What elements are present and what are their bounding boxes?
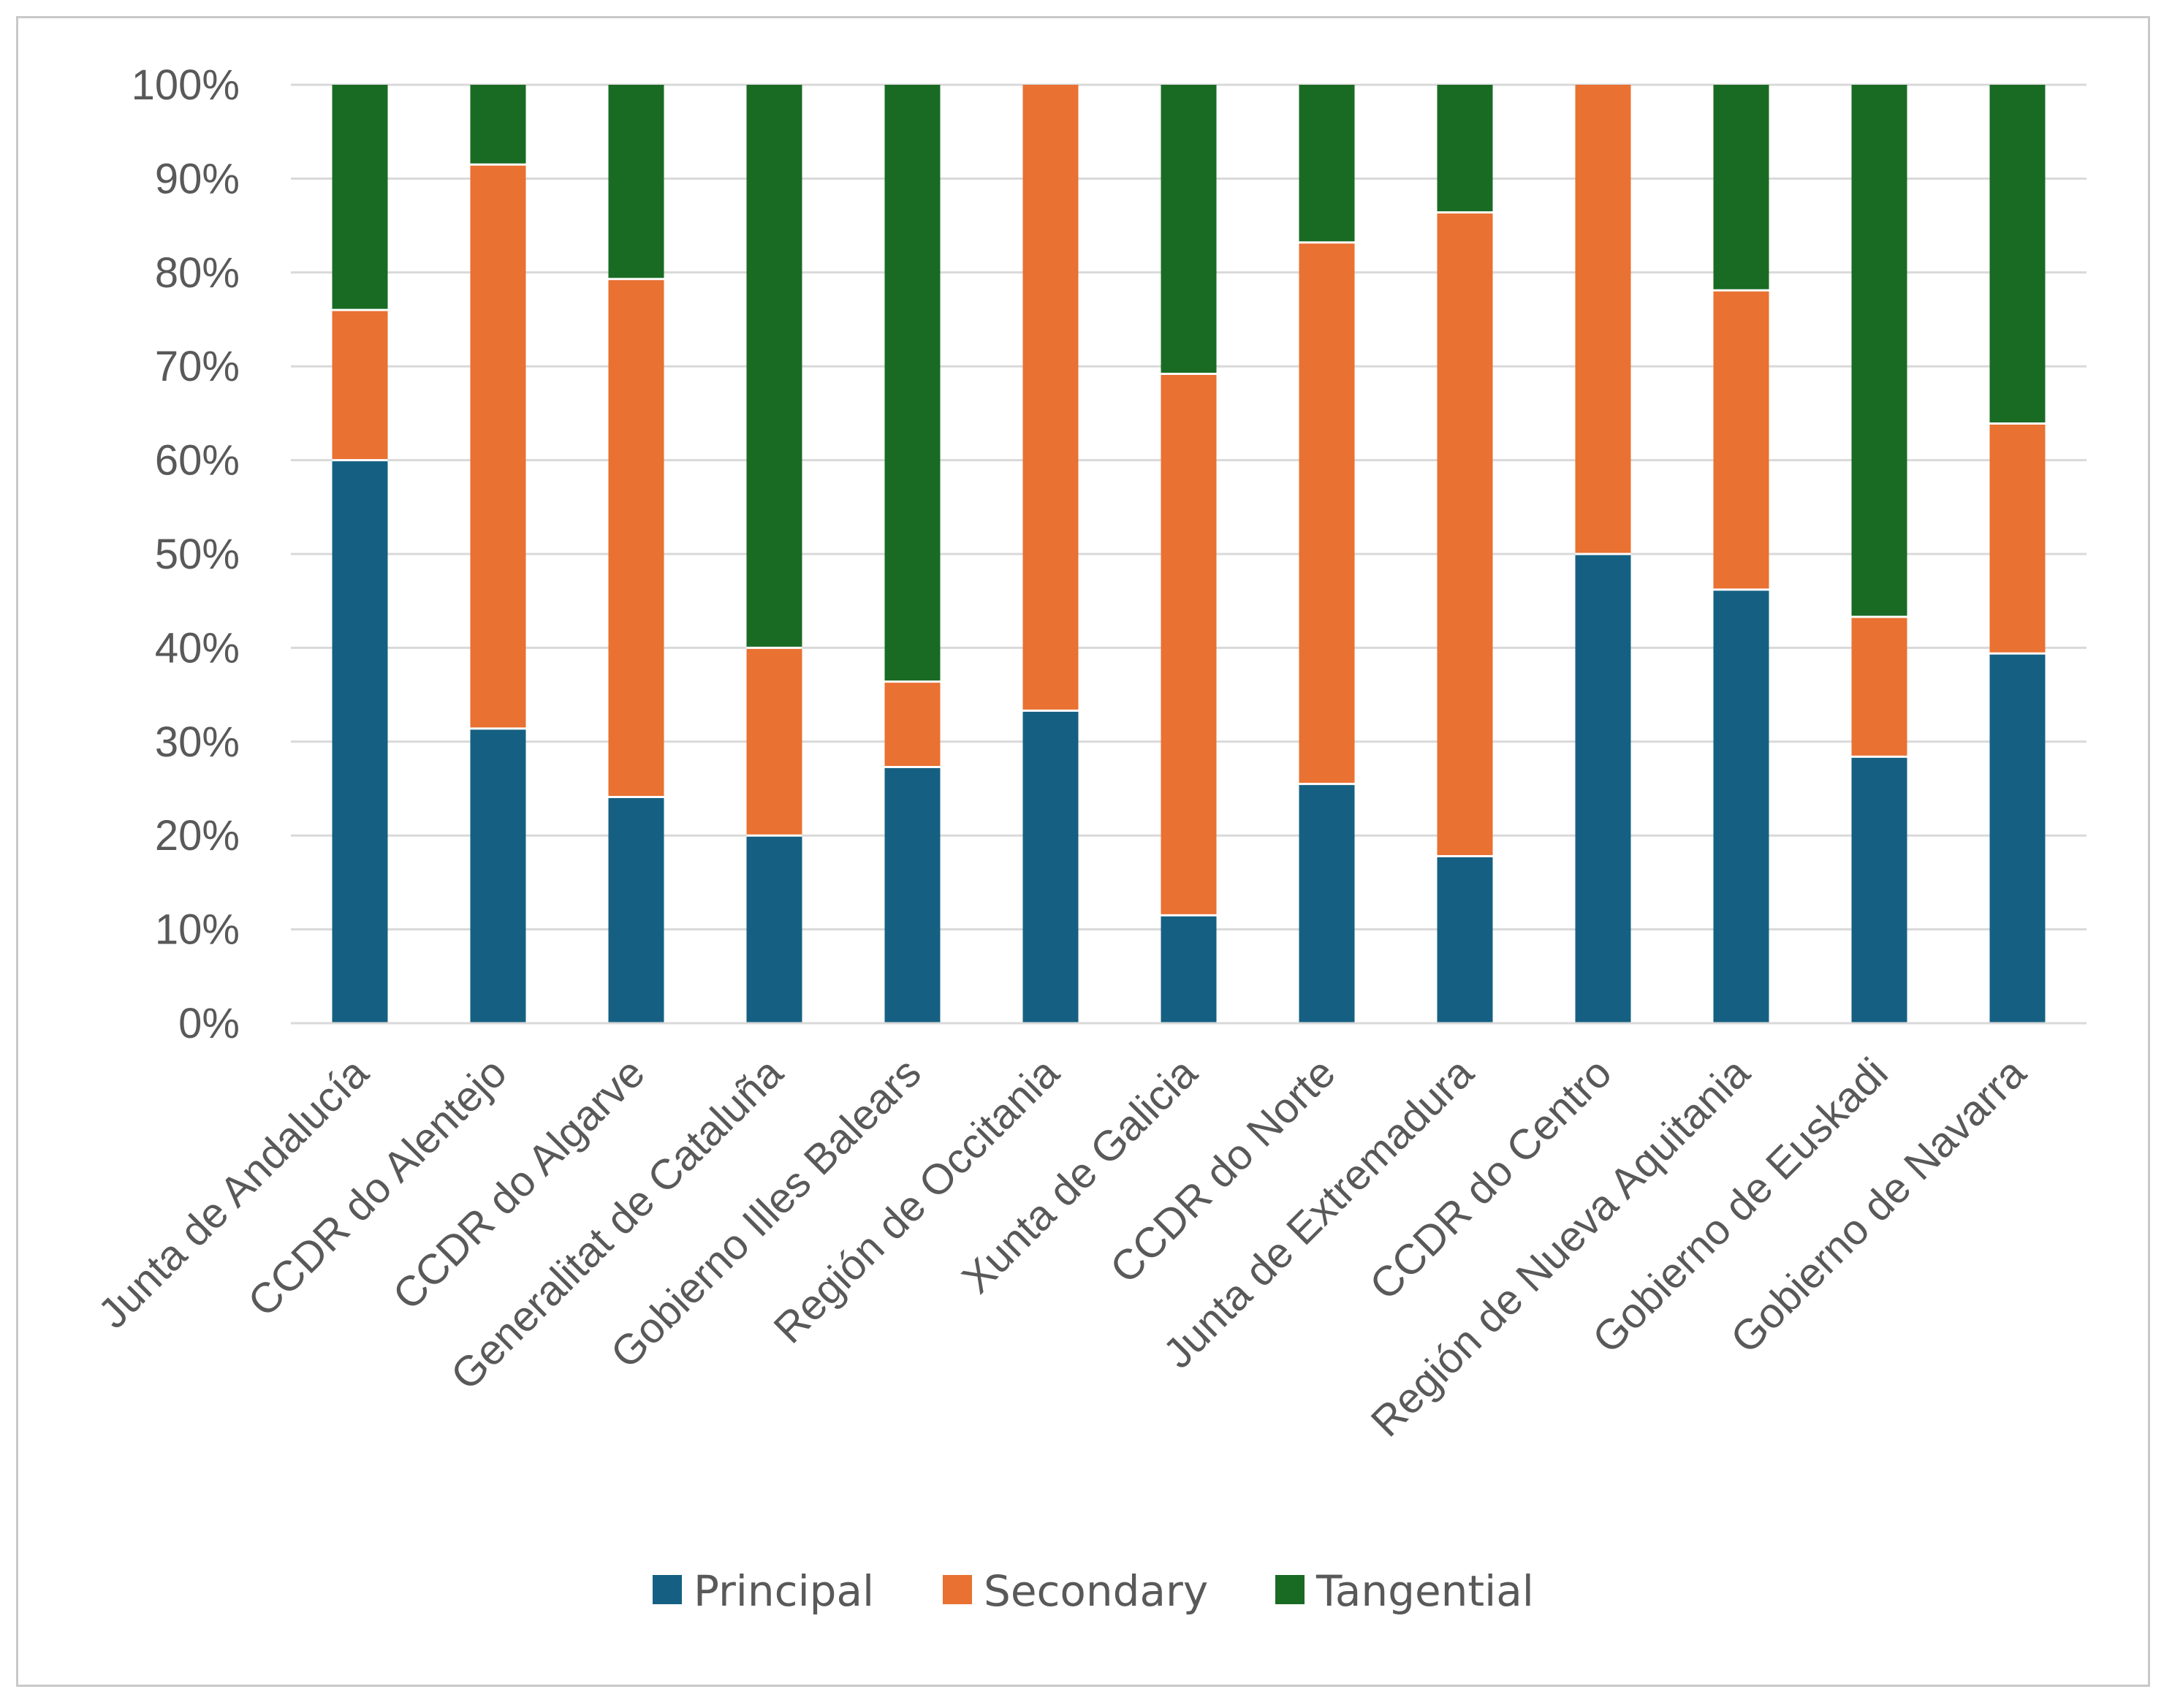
y-axis-tick-labels: 0% 10% 20% 30% 40% 50% 60% 70% 80% 90% 100% [132,61,240,1047]
bar-segment-secondary [1713,290,1769,590]
bars [332,85,2046,1023]
bar-segment-secondary [1022,85,1079,711]
y-tick-label: 60% [155,437,240,485]
bar-segment-secondary [1575,85,1631,554]
legend-swatch-secondary [943,1575,972,1604]
y-tick-label: 10% [155,906,240,954]
bar-segment-secondary [1437,212,1493,857]
y-tick-label: 0% [178,1000,240,1047]
bar-segment-principal [1161,915,1217,1023]
bar-segment-secondary [1299,242,1355,784]
bar-segment-principal [608,797,664,1023]
bar-segment-principal [1713,589,1769,1023]
y-tick-label: 80% [155,249,240,297]
bar-segment-principal [1437,856,1493,1023]
bar-segment-tangential [1851,85,1907,618]
bar-segment-principal [746,835,802,1023]
y-tick-label: 50% [155,531,240,578]
bar-segment-tangential [1989,85,2046,424]
y-tick-label: 90% [155,155,240,202]
bar-segment-principal [470,728,526,1023]
y-tick-label: 70% [155,343,240,390]
bar-segment-tangential [470,85,526,165]
bar-segment-principal [884,767,941,1023]
bar-segment-principal [1851,756,1907,1023]
bar-segment-secondary [1851,617,1907,757]
x-category-label: CCDR do Algarve [384,1049,654,1319]
bar-segment-secondary [884,681,941,767]
bar-segment-principal [1022,710,1079,1023]
bar-segment-tangential [1299,85,1355,243]
bar-segment-secondary [1989,423,2046,654]
bar-segment-tangential [1437,85,1493,213]
bar-segment-principal [1989,653,2046,1023]
bar-segment-tangential [884,85,941,682]
x-category-label: CCDR do Centro [1361,1049,1621,1309]
bar-segment-secondary [608,278,664,797]
bar-segment-tangential [1161,85,1217,374]
bar-segment-secondary [746,648,802,836]
x-category-label: CCDR do Alentejo [239,1049,516,1326]
legend-label: Principal [694,1566,874,1616]
bar-segment-secondary [470,164,526,729]
legend-label: Tangential [1315,1566,1534,1616]
legend: Principal Secondary Tangential [653,1566,1534,1616]
bar-segment-principal [1575,554,1631,1023]
legend-swatch-tangential [1275,1575,1305,1604]
bar-segment-tangential [332,85,388,311]
legend-label: Secondary [984,1566,1208,1616]
bar-segment-principal [1299,783,1355,1023]
x-category-label: Xunta de Galicia [953,1049,1207,1302]
bar-segment-tangential [608,85,664,279]
bar-segment-tangential [746,85,802,648]
y-tick-label: 20% [155,812,240,859]
bar-segment-principal [332,460,388,1023]
y-tick-label: 100% [132,61,240,109]
bar-segment-secondary [332,310,388,460]
x-category-label: Junta de Andalucía [89,1049,378,1337]
bar-segment-tangential [1713,85,1769,291]
legend-swatch-principal [653,1575,682,1604]
y-tick-label: 40% [155,624,240,672]
bar-segment-secondary [1161,373,1217,916]
y-tick-label: 30% [155,718,240,766]
